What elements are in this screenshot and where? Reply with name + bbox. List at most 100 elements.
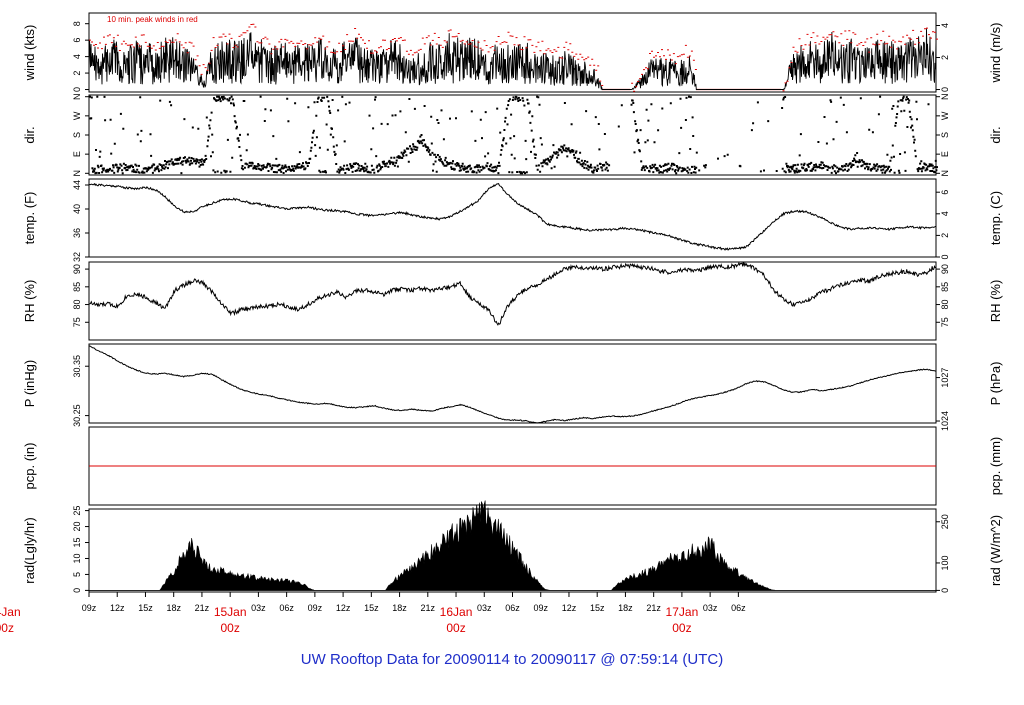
radiation-ytick-right-label: 100 (940, 555, 950, 570)
x-tick-label: 09z (533, 603, 548, 613)
x-tick-label: 15z (364, 603, 379, 613)
rh-frame (88, 261, 937, 341)
wind-ytick-label: 2 (72, 71, 82, 76)
radiation-ytick-label: 15 (72, 538, 82, 548)
pressure-ylabel: P (inHg) (22, 360, 37, 407)
temp-ytick-label: 44 (72, 180, 82, 190)
x-tick-label: 21z (195, 603, 210, 613)
x-day-label: 14Jan (0, 605, 21, 619)
x-tick-label: 21z (646, 603, 661, 613)
wind-ytick-label: 0 (72, 87, 82, 92)
pressure-ylabel-right: P (hPa) (988, 362, 1003, 406)
rh-ylabel-right: RH (%) (988, 280, 1003, 323)
temp-ytick-label: 36 (72, 228, 82, 238)
temp-ytick-label: 40 (72, 204, 82, 214)
radiation-ytick-label: 5 (72, 572, 82, 577)
x-day-label: 15Jan (214, 605, 247, 619)
rh-ytick-label: 85 (72, 282, 82, 292)
pressure-series (88, 345, 937, 424)
radiation-ytick-right-label: 250 (940, 514, 950, 529)
x-day-time-label: 00z (220, 621, 239, 635)
rh-ytick-right-label: 85 (940, 282, 950, 292)
dir-ytick-right-label: W (940, 111, 950, 120)
x-tick-label: 03z (477, 603, 492, 613)
x-tick-label: 06z (731, 603, 746, 613)
rh-ytick-right-label: 90 (940, 264, 950, 274)
pressure-ytick-right-label: 1027 (940, 368, 950, 388)
wind-ytick-right-label: 2 (940, 55, 950, 60)
temp-ytick-right-label: 6 (940, 190, 950, 195)
x-day-time-label: 00z (672, 621, 691, 635)
x-day-time-label: 00z (0, 621, 14, 635)
pressure-ytick-label: 30.35 (72, 355, 82, 378)
radiation-ytick-label: 20 (72, 522, 82, 532)
dir-ytick-label: S (72, 132, 82, 138)
x-tick-label: 15z (138, 603, 153, 613)
rh-ylabel: RH (%) (22, 280, 37, 323)
x-tick-label: 18z (166, 603, 181, 613)
temp-frame (88, 178, 937, 258)
temp-ytick-label: 32 (72, 252, 82, 262)
dir-ytick-right-label: N (940, 170, 950, 177)
radiation-ytick-label: 10 (72, 553, 82, 563)
footer-title: UW Rooftop Data for 20090114 to 20090117… (300, 651, 724, 668)
dir-ytick-right-label: N (940, 93, 950, 100)
x-tick-label: 18z (618, 603, 633, 613)
x-tick-label: 12z (110, 603, 125, 613)
wind-ylabel-right: wind (m/s) (988, 23, 1003, 84)
rh-ytick-right-label: 80 (940, 300, 950, 310)
radiation-ytick-label: 0 (72, 588, 82, 593)
temp-ytick-right-label: 0 (940, 254, 950, 259)
wind-ytick-label: 4 (72, 54, 82, 59)
radiation-area-series (88, 500, 937, 591)
x-tick-label: 09z (82, 603, 97, 613)
x-tick-label: 06z (279, 603, 294, 613)
x-tick-label: 09z (308, 603, 323, 613)
x-tick-label: 06z (505, 603, 520, 613)
temp-ytick-right-label: 4 (940, 211, 950, 216)
wind-mean-series (88, 28, 937, 91)
temp-ylabel: temp. (F) (22, 192, 37, 245)
dir-ytick-right-label: E (940, 151, 950, 157)
temp-ylabel-right: temp. (C) (988, 191, 1003, 245)
radiation-ylabel-right: rad (W/m^2) (988, 515, 1003, 586)
radiation-ytick-right-label: 0 (940, 588, 950, 593)
pressure-frame (88, 343, 937, 424)
rh-ytick-label: 75 (72, 317, 82, 327)
rh-ytick-label: 90 (72, 264, 82, 274)
x-tick-label: 18z (392, 603, 407, 613)
x-day-label: 16Jan (440, 605, 473, 619)
temp-ytick-right-label: 2 (940, 233, 950, 238)
x-day-time-label: 00z (446, 621, 465, 635)
x-day-label: 17Jan (666, 605, 699, 619)
pressure-ytick-label: 30.25 (72, 404, 82, 427)
dir-ytick-label: E (72, 151, 82, 157)
x-tick-label: 03z (703, 603, 718, 613)
dir-ytick-label: N (72, 93, 82, 100)
x-tick-label: 15z (590, 603, 605, 613)
radiation-ylabel: rad(Lgly/hr) (22, 517, 37, 583)
dir-ytick-label: W (72, 111, 82, 120)
wind-ytick-right-label: 4 (940, 23, 950, 28)
x-tick-label: 12z (336, 603, 351, 613)
radiation-ytick-label: 25 (72, 506, 82, 516)
precip-ylabel-right: pcp. (mm) (988, 437, 1003, 496)
pressure-ytick-right-label: 1024 (940, 411, 950, 431)
rh-series (88, 261, 937, 326)
dir-points-series (89, 95, 938, 175)
temp-series (88, 182, 936, 251)
dir-ylabel: dir. (22, 126, 37, 143)
dir-ylabel-right: dir. (988, 126, 1003, 143)
rh-ytick-label: 80 (72, 300, 82, 310)
rh-ytick-right-label: 75 (940, 317, 950, 327)
wind-peak-series (89, 23, 938, 92)
precip-ylabel: pcp. (in) (22, 443, 37, 490)
wind-ylabel: wind (kts) (22, 25, 37, 82)
wind-ytick-label: 8 (72, 21, 82, 26)
x-tick-label: 21z (421, 603, 436, 613)
x-tick-label: 03z (251, 603, 266, 613)
dir-ytick-label: N (72, 170, 82, 177)
x-tick-label: 12z (562, 603, 577, 613)
